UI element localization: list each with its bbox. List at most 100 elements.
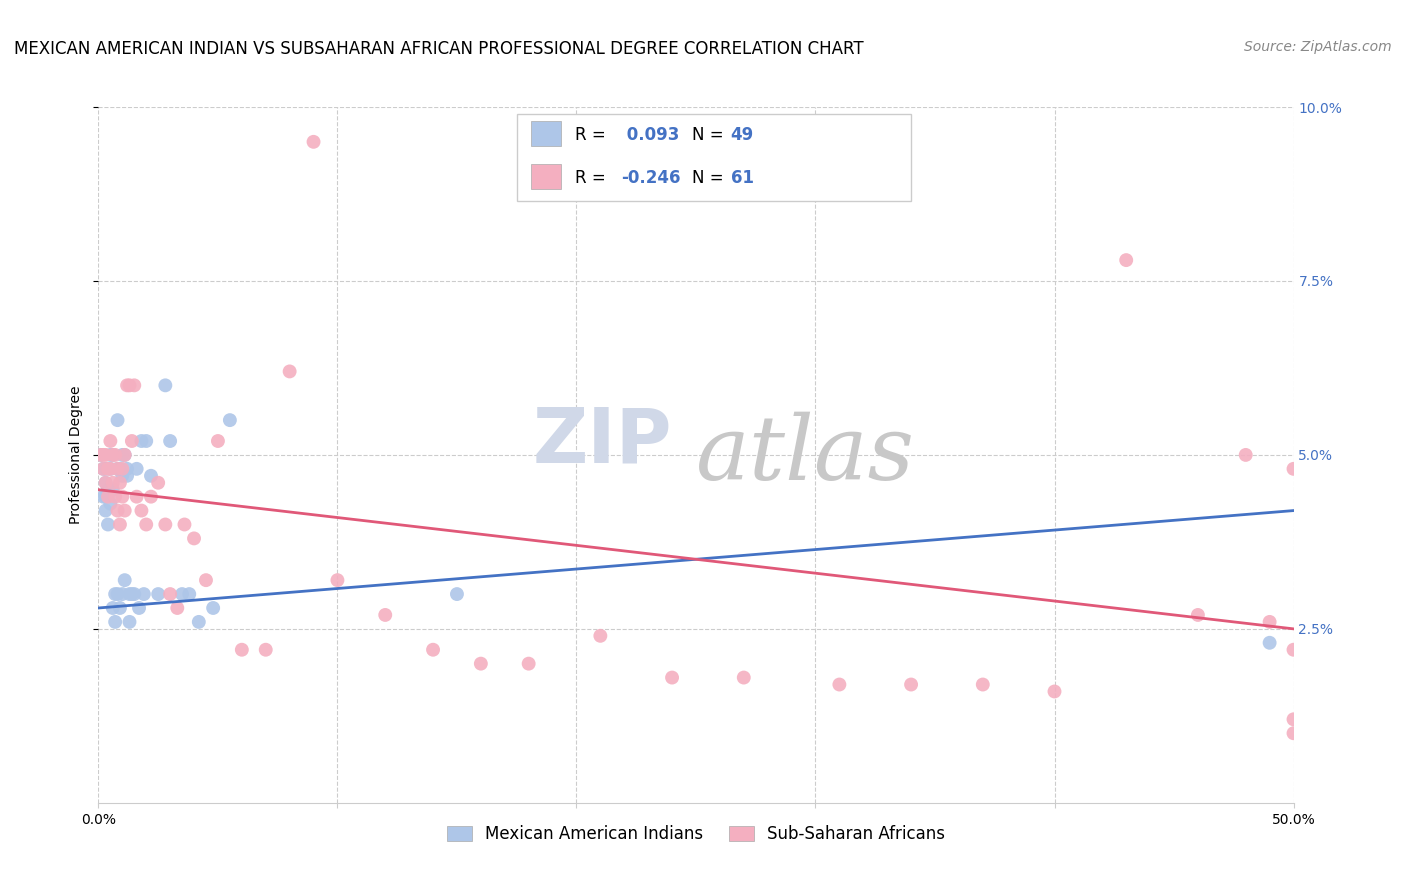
Point	[135, 434, 157, 448]
Point	[101, 448, 124, 462]
Point	[131, 434, 153, 448]
Point	[446, 587, 468, 601]
Point	[219, 413, 242, 427]
Point	[107, 587, 129, 601]
Point	[207, 434, 229, 448]
Point	[1282, 642, 1305, 657]
Point	[124, 587, 146, 601]
Point	[1115, 253, 1137, 268]
Point	[326, 573, 349, 587]
Point	[278, 364, 301, 378]
Point	[114, 448, 136, 462]
Point	[132, 587, 155, 601]
Point	[98, 462, 122, 476]
Point	[1187, 607, 1209, 622]
Text: 0.093: 0.093	[620, 126, 679, 144]
Point	[1282, 462, 1305, 476]
Point	[139, 468, 162, 483]
Point	[121, 587, 143, 601]
Point	[114, 573, 136, 587]
Point	[374, 607, 396, 622]
Point	[101, 601, 124, 615]
Point	[115, 378, 138, 392]
Point	[114, 503, 136, 517]
Point	[111, 462, 134, 476]
Point	[90, 448, 112, 462]
Point	[94, 475, 117, 490]
Text: 49: 49	[731, 126, 754, 144]
Text: -0.246: -0.246	[620, 169, 681, 187]
Point	[115, 462, 138, 476]
Text: N =: N =	[692, 126, 724, 144]
Point	[1043, 684, 1066, 698]
Point	[91, 490, 114, 504]
Text: atlas: atlas	[696, 411, 915, 499]
FancyBboxPatch shape	[517, 114, 911, 201]
FancyBboxPatch shape	[531, 164, 561, 189]
Point	[94, 462, 117, 476]
Point	[148, 475, 170, 490]
Point	[1258, 636, 1281, 650]
Point	[155, 517, 177, 532]
Point	[101, 475, 124, 490]
Point	[104, 615, 127, 629]
Legend: Mexican American Indians, Sub-Saharan Africans: Mexican American Indians, Sub-Saharan Af…	[440, 819, 952, 850]
Point	[131, 503, 153, 517]
Text: 61: 61	[731, 169, 754, 187]
Point	[115, 468, 138, 483]
Point	[1258, 615, 1281, 629]
Point	[125, 490, 148, 504]
Point	[108, 601, 131, 615]
Point	[125, 462, 148, 476]
Point	[91, 462, 114, 476]
Point	[108, 517, 131, 532]
Point	[202, 601, 225, 615]
Point	[828, 677, 851, 691]
Point	[98, 462, 122, 476]
Point	[98, 497, 122, 511]
Point	[118, 587, 141, 601]
Point	[90, 448, 112, 462]
Y-axis label: Professional Degree: Professional Degree	[69, 385, 83, 524]
Point	[101, 448, 124, 462]
Point	[97, 483, 120, 497]
Point	[124, 378, 146, 392]
Point	[107, 503, 129, 517]
Point	[1282, 726, 1305, 740]
Point	[94, 475, 117, 490]
Point	[104, 448, 127, 462]
Point	[118, 378, 141, 392]
Point	[104, 490, 127, 504]
Point	[302, 135, 325, 149]
Point	[661, 671, 683, 685]
Text: R =: R =	[575, 169, 606, 187]
Text: Source: ZipAtlas.com: Source: ZipAtlas.com	[1244, 40, 1392, 54]
Point	[108, 462, 131, 476]
Point	[107, 462, 129, 476]
Text: MEXICAN AMERICAN INDIAN VS SUBSAHARAN AFRICAN PROFESSIONAL DEGREE CORRELATION CH: MEXICAN AMERICAN INDIAN VS SUBSAHARAN AF…	[14, 40, 863, 58]
Point	[1282, 712, 1305, 726]
FancyBboxPatch shape	[531, 120, 561, 145]
Point	[155, 378, 177, 392]
Point	[179, 587, 201, 601]
Point	[172, 587, 194, 601]
Point	[422, 642, 444, 657]
Point	[91, 462, 114, 476]
Point	[733, 671, 755, 685]
Text: N =: N =	[692, 169, 724, 187]
Point	[97, 462, 120, 476]
Point	[107, 413, 129, 427]
Point	[254, 642, 277, 657]
Point	[517, 657, 540, 671]
Point	[183, 532, 205, 546]
Point	[108, 475, 131, 490]
Point	[173, 517, 195, 532]
Text: ZIP: ZIP	[533, 404, 672, 478]
Point	[972, 677, 994, 691]
Point	[148, 587, 170, 601]
Text: R =: R =	[575, 126, 606, 144]
Point	[900, 677, 922, 691]
Point	[589, 629, 612, 643]
Point	[94, 448, 117, 462]
Point	[111, 468, 134, 483]
